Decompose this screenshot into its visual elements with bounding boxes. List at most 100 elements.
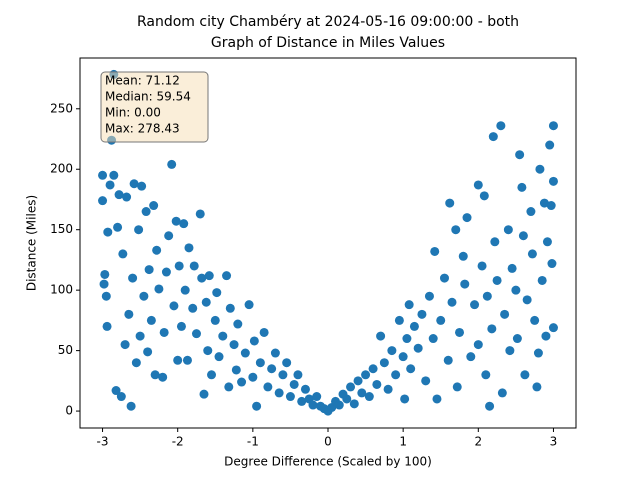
scatter-point xyxy=(533,348,543,358)
scatter-point xyxy=(402,334,412,344)
scatter-point xyxy=(391,370,401,380)
scatter-point xyxy=(413,343,423,353)
x-tick-label: -3 xyxy=(97,435,109,449)
scatter-point xyxy=(131,358,141,368)
scatter-point xyxy=(503,225,513,235)
scatter-point xyxy=(473,340,483,350)
scatter-point xyxy=(496,121,506,131)
scatter-point xyxy=(214,352,224,362)
scatter-point xyxy=(404,300,414,310)
scatter-point xyxy=(174,261,184,271)
x-tick-label: -1 xyxy=(247,435,259,449)
scatter-point xyxy=(357,388,367,398)
scatter-point xyxy=(512,334,522,344)
scatter-point xyxy=(173,355,183,365)
scatter-point xyxy=(398,352,408,362)
scatter-point xyxy=(447,297,457,307)
scatter-point xyxy=(98,170,108,180)
scatter-point xyxy=(176,321,186,331)
scatter-point xyxy=(111,386,121,396)
scatter-point xyxy=(278,370,288,380)
scatter-point xyxy=(135,331,145,341)
scatter-point xyxy=(517,182,527,192)
scatter-point xyxy=(113,222,123,232)
scatter-point xyxy=(274,388,284,398)
scatter-point xyxy=(548,176,558,186)
scatter-point xyxy=(189,261,199,271)
scatter-point xyxy=(188,303,198,313)
scatter-point xyxy=(225,303,235,313)
scatter-point xyxy=(182,355,192,365)
scatter-point xyxy=(191,329,201,339)
scatter-point xyxy=(417,309,427,319)
scatter-point xyxy=(237,377,247,387)
scatter-point xyxy=(424,291,434,301)
scatter-point xyxy=(485,401,495,411)
scatter-point xyxy=(334,400,344,410)
scatter-point xyxy=(364,392,374,402)
scatter-point xyxy=(439,273,449,283)
scatter-point xyxy=(129,179,139,189)
scatter-point xyxy=(218,331,228,341)
scatter-point xyxy=(248,372,258,382)
scatter-point xyxy=(101,291,111,301)
scatter-point xyxy=(545,140,555,150)
scatter-point xyxy=(400,394,410,404)
scatter-point xyxy=(432,394,442,404)
x-tick-label: -2 xyxy=(172,435,184,449)
scatter-point xyxy=(229,340,239,350)
y-tick-label: 50 xyxy=(58,343,73,357)
scatter-point xyxy=(124,309,134,319)
y-tick-label: 0 xyxy=(65,404,73,418)
scatter-point xyxy=(212,288,222,298)
scatter-point xyxy=(526,207,536,217)
scatter-point xyxy=(482,291,492,301)
scatter-point xyxy=(252,401,262,411)
scatter-point xyxy=(179,219,189,229)
scatter-point xyxy=(169,301,179,311)
scatter-point xyxy=(300,384,310,394)
scatter-point xyxy=(98,196,108,206)
scatter-point xyxy=(520,370,530,380)
scatter-point xyxy=(289,379,299,389)
scatter-point xyxy=(539,198,549,208)
plot-frame xyxy=(79,57,577,429)
scatter-point xyxy=(379,358,389,368)
x-axis-label: Degree Difference (Scaled by 100) xyxy=(224,455,432,469)
scatter-point xyxy=(466,352,476,362)
y-tick-label: 250 xyxy=(50,101,73,115)
scatter-point xyxy=(207,370,217,380)
x-tick-label: 1 xyxy=(399,435,407,449)
scatter-point xyxy=(282,358,292,368)
scatter-point xyxy=(342,394,352,404)
scatter-point xyxy=(430,246,440,256)
stats-line: Mean: 71.12 xyxy=(105,74,180,88)
scatter-point xyxy=(488,132,498,142)
scatter-point xyxy=(376,331,386,341)
scatter-point xyxy=(167,159,177,169)
scatter-point xyxy=(546,201,556,211)
scatter-point xyxy=(470,300,480,310)
scatter-point xyxy=(122,192,132,202)
scatter-point xyxy=(518,231,528,241)
stats-line: Median: 59.54 xyxy=(105,90,191,104)
scatter-point xyxy=(249,336,259,346)
scatter-point xyxy=(479,191,489,201)
scatter-point xyxy=(361,370,371,380)
y-tick-label: 200 xyxy=(50,162,73,176)
scatter-point xyxy=(349,399,359,409)
scatter-point xyxy=(244,300,254,310)
scatter-point xyxy=(161,267,171,277)
scatter-point xyxy=(451,225,461,235)
scatter-point xyxy=(383,384,393,394)
x-tick-label: 2 xyxy=(474,435,482,449)
scatter-point xyxy=(368,364,378,374)
scatter-point xyxy=(259,327,269,337)
scatter-point xyxy=(497,388,507,398)
scatter-point xyxy=(103,227,113,237)
scatter-point xyxy=(507,263,517,273)
scatter-point xyxy=(159,327,169,337)
scatter-point xyxy=(149,201,159,211)
scatter-point xyxy=(270,348,280,358)
